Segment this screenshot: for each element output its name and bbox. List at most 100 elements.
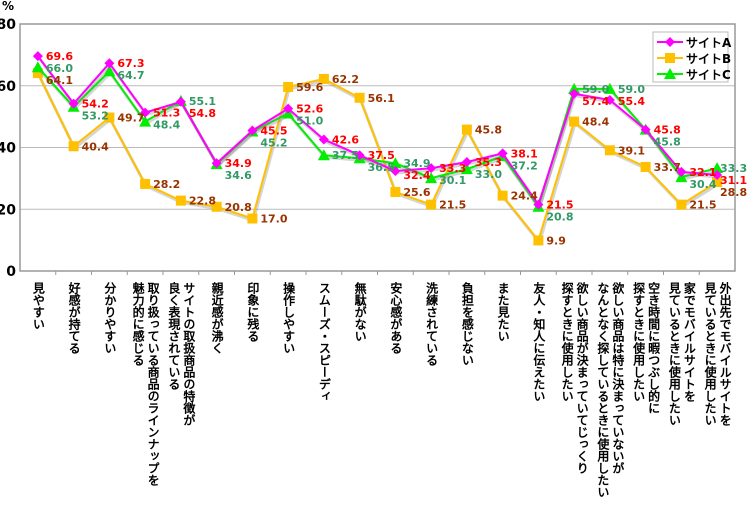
- x-tick-label: 欲しい商品は特に決まっていないが なんとなく探しているときに使用したい: [595, 282, 625, 498]
- data-point-diamond: [32, 51, 43, 62]
- y-tick-label: 60: [0, 79, 16, 95]
- data-point-square: [640, 161, 651, 172]
- data-point-square: [569, 116, 580, 127]
- data-label: 45.2: [260, 137, 287, 150]
- line-chart: % 0 20 40 60 80 69.666.064.1 54.253.2 40.4 67.3…: [0, 0, 747, 280]
- data-point-diamond: [604, 94, 615, 105]
- data-label: 37.2: [511, 159, 538, 172]
- data-point-triangle: [103, 65, 116, 77]
- data-label: 67.3: [117, 57, 144, 70]
- data-label: 37.5: [332, 149, 359, 162]
- series-line: [37, 55, 718, 207]
- data-point-diamond: [712, 169, 723, 180]
- data-point-square: [604, 145, 615, 156]
- x-tick-label: 家でモバイルサイトを 見ているときに使用したい: [667, 282, 697, 426]
- data-label: 34.9: [403, 157, 430, 170]
- data-label: 45.5: [260, 125, 287, 138]
- data-point-square: [211, 201, 222, 212]
- data-label: 64.7: [117, 69, 144, 82]
- data-label: 24.4: [511, 190, 538, 203]
- data-label: 22.8: [189, 195, 216, 208]
- data-label: 45.8: [475, 124, 502, 137]
- data-point-diamond: [461, 157, 472, 168]
- data-point-square: [104, 112, 115, 123]
- data-label: 57.4: [582, 95, 609, 108]
- data-label: 36.5: [368, 161, 395, 174]
- y-tick-label: 80: [0, 17, 16, 33]
- x-tick-label: 印象に残る: [245, 282, 260, 342]
- data-label: 17.0: [260, 213, 287, 226]
- data-point-triangle: [568, 82, 581, 94]
- x-tick-label: 好感が持てる: [67, 282, 82, 354]
- data-label: 51.0: [296, 115, 323, 128]
- data-point-triangle: [664, 68, 676, 79]
- y-axis-label: %: [2, 0, 14, 13]
- x-tick-label: 操作しやすい: [281, 282, 296, 354]
- data-label: 66.0: [46, 62, 73, 75]
- series-line: [37, 66, 718, 210]
- data-point-square: [318, 73, 329, 84]
- x-tick-label: 分かりやすい: [102, 282, 117, 354]
- x-tick-label: 負担を感じない: [460, 282, 475, 366]
- data-label: 42.6: [332, 133, 359, 146]
- data-label: 33.3: [720, 162, 747, 175]
- data-point-diamond: [426, 163, 437, 174]
- data-label: 21.5: [439, 199, 466, 212]
- x-tick-label: 親近感が沸く: [210, 282, 225, 354]
- data-point-diamond: [283, 103, 294, 114]
- x-tick-label: 安心感がある: [388, 282, 403, 354]
- data-label: 55.1: [189, 95, 216, 108]
- data-label: 40.4: [82, 140, 109, 153]
- data-point-diamond: [676, 166, 687, 177]
- legend-entry: サイトA: [686, 36, 732, 50]
- x-tick-label: スムーズ・スピーディ: [317, 282, 332, 402]
- legend-entry: サイトC: [686, 68, 731, 82]
- data-label: 34.9: [225, 157, 252, 170]
- data-label: 48.4: [582, 116, 609, 129]
- data-label: 39.1: [618, 144, 645, 157]
- data-point-diamond: [640, 124, 651, 135]
- data-label: 59.0: [618, 83, 645, 96]
- data-label: 33.0: [475, 168, 502, 181]
- data-point-square: [676, 199, 687, 210]
- legend: サイトA サイトB サイトC: [652, 31, 732, 83]
- data-point-diamond: [175, 96, 186, 107]
- x-tick-label: 友人・知人に伝えたい: [531, 282, 546, 402]
- x-tick-label: 欲しい商品が決まっていてじっくり 探すときに使用したい: [560, 282, 590, 474]
- data-label: 59.0: [582, 83, 609, 96]
- data-point-diamond: [68, 98, 79, 109]
- data-point-square: [497, 190, 508, 201]
- x-tick-label: 外出先でモバイルサイトを 見ているときに使用したい: [703, 282, 733, 426]
- data-point-diamond: [497, 148, 508, 159]
- data-point-triangle: [389, 157, 402, 169]
- data-label: 59.6: [296, 81, 323, 94]
- series-サイトB: [32, 68, 723, 246]
- data-label: 20.8: [225, 201, 252, 214]
- data-point-triangle: [425, 172, 438, 184]
- series-line-shadow: [37, 57, 719, 210]
- x-tick-label: また見たい: [496, 282, 511, 342]
- x-tick-label: 空き時間に暇つぶし的に 探すときに使用したい: [631, 282, 661, 414]
- data-point-square: [533, 235, 544, 246]
- y-tick-label: 40: [0, 141, 16, 157]
- data-point-diamond: [354, 150, 365, 161]
- data-label: 35.3: [475, 156, 502, 169]
- data-point-square: [32, 68, 43, 79]
- data-point-diamond: [318, 134, 329, 145]
- y-tick-label: 20: [0, 202, 16, 218]
- data-point-square: [390, 186, 401, 197]
- data-point-square: [283, 81, 294, 92]
- data-label: 32.1: [689, 166, 716, 179]
- data-label: 31.1: [720, 174, 747, 187]
- data-label: 55.4: [618, 95, 645, 108]
- data-label: 38.1: [511, 147, 538, 160]
- y-tick-label: 0: [6, 264, 16, 280]
- series-line: [36, 72, 718, 243]
- data-label: 37.5: [368, 149, 395, 162]
- data-label: 54.2: [82, 98, 109, 111]
- data-point-square: [665, 53, 675, 63]
- data-label: 49.7: [117, 112, 144, 125]
- data-label: 32.4: [403, 169, 430, 182]
- data-point-square: [140, 178, 151, 189]
- data-label: 64.1: [46, 74, 73, 87]
